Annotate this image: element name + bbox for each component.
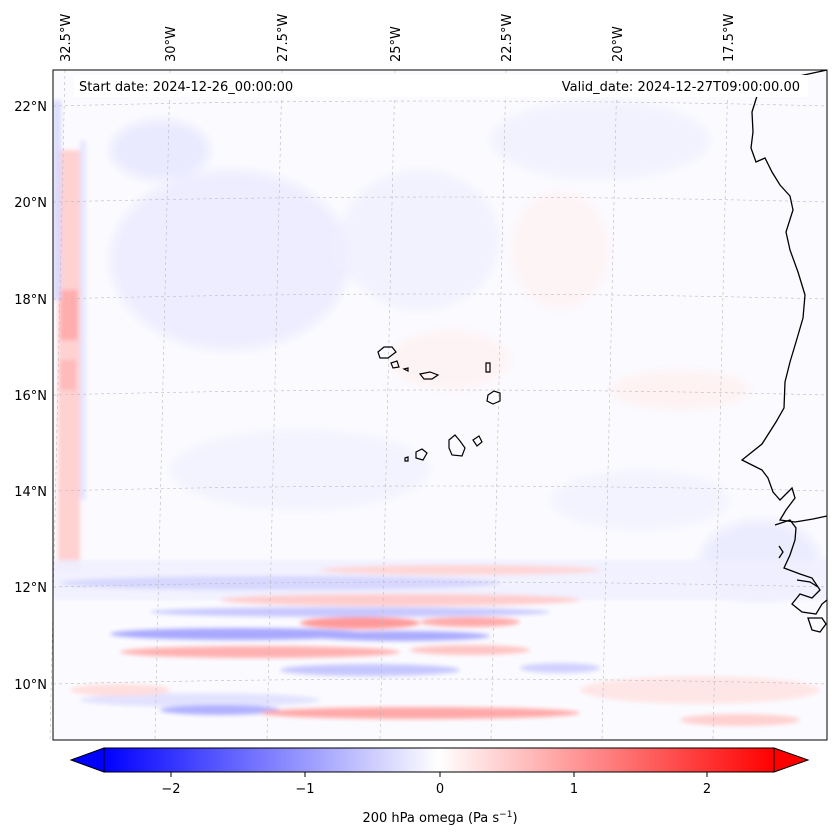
lat-tick-label: 12°N (14, 581, 47, 596)
west-edge-band (53, 100, 86, 570)
lon-tick-label: 32.5°W (59, 14, 74, 62)
colorbar-tick-label: 2 (703, 782, 711, 797)
latitude-labels: 22°N 20°N 18°N 16°N 14°N 12°N 10°N (14, 100, 47, 693)
colorbar-label: 200 hPa omega (Pa s−1) (362, 810, 517, 826)
lon-tick-label: 30°W (164, 26, 179, 62)
field-blobs (110, 100, 820, 600)
parallel-line (52, 196, 828, 203)
colorbar-extend-max (773, 747, 810, 773)
header-box (74, 75, 808, 97)
longitude-labels: 32.5°W 30°W 27.5°W 25°W 22.5°W 20°W 17.5°W (59, 14, 737, 62)
cape-verde-islands (377, 346, 501, 462)
lon-tick-label: 20°W (611, 26, 626, 62)
lon-tick-label: 17.5°W (722, 14, 737, 62)
lon-tick-label: 27.5°W (276, 14, 291, 62)
parallel-line (52, 293, 828, 300)
colorbar-label-exponent: −1 (499, 810, 512, 820)
colorbar-tick-label: 1 (570, 782, 578, 797)
meridian-line (154, 69, 171, 741)
colorbar-body (103, 747, 775, 773)
omega-field (53, 100, 827, 726)
colorbar-extend-min (69, 747, 105, 773)
parallel-line (52, 581, 828, 588)
parallel-line (52, 100, 828, 107)
lon-tick-label: 22.5°W (500, 14, 515, 62)
meridian-line (379, 69, 396, 741)
lon-tick-label: 25°W (389, 26, 404, 62)
lat-tick-label: 10°N (14, 678, 47, 693)
parallel-line (52, 485, 828, 492)
parallel-line (52, 389, 828, 396)
lat-tick-label: 18°N (14, 293, 47, 308)
meridian-line (601, 69, 618, 741)
southern-bands (53, 560, 827, 726)
lat-tick-label: 22°N (14, 100, 47, 115)
lat-tick-label: 20°N (14, 196, 47, 211)
parallel-line (52, 678, 828, 685)
colorbar: −2 −1 0 1 2 200 hPa omega (Pa s−1) (69, 747, 810, 826)
colorbar-tick-label: −2 (161, 782, 180, 797)
map-frame (52, 69, 828, 741)
meridian-line (266, 69, 283, 741)
meridian-line (490, 69, 507, 741)
colorbar-tick-label: 0 (436, 782, 444, 797)
meridian-line (712, 69, 729, 741)
gridlines (49, 69, 828, 741)
start-date-label: Start date: 2024-12-26_00:00:00 (79, 80, 293, 95)
colorbar-ticks: −2 −1 0 1 2 (161, 772, 711, 797)
lat-tick-label: 16°N (14, 389, 47, 404)
lat-tick-label: 14°N (14, 485, 47, 500)
coastline-africa (740, 69, 828, 633)
colorbar-tick-label: −1 (295, 782, 314, 797)
valid-date-label: Valid_date: 2024-12-27T09:00:00.00 (562, 80, 800, 95)
